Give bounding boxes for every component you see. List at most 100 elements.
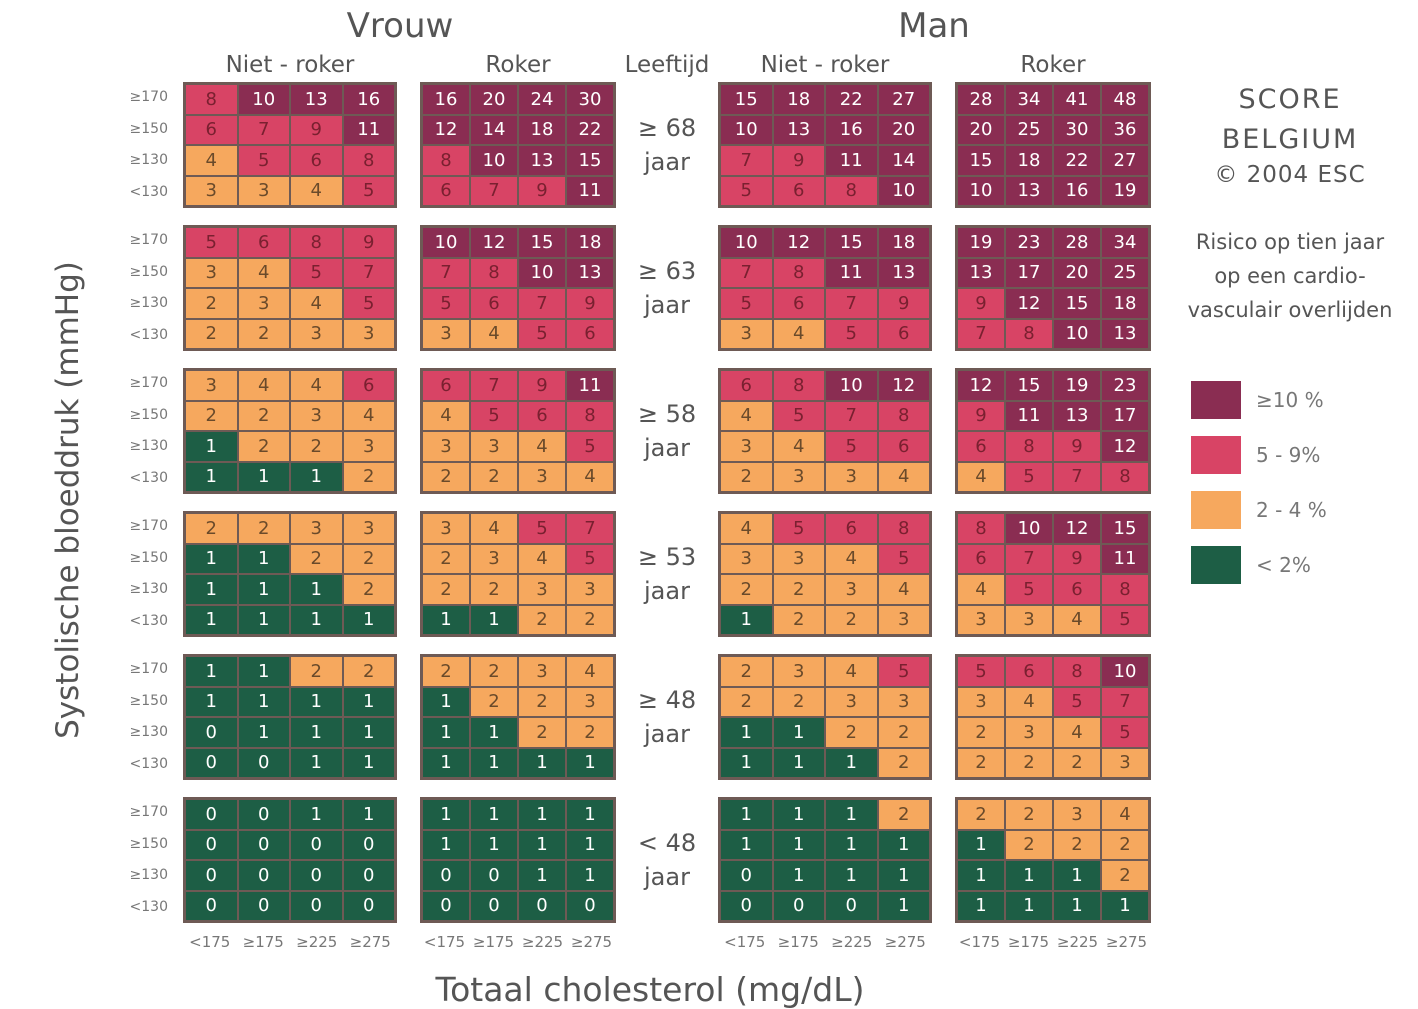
risk-cell: 1 <box>566 747 614 778</box>
risk-cell: 1 <box>720 604 773 635</box>
risk-cell: 24 <box>518 84 566 115</box>
risk-cell: 1 <box>422 829 470 860</box>
risk-cell: 1 <box>957 890 1005 921</box>
risk-cell: 1 <box>342 717 395 748</box>
risk-cell: 1 <box>877 829 930 860</box>
risk-cell: 4 <box>1053 604 1101 635</box>
bp-tick-label: <130 <box>129 898 168 915</box>
cholesterol-tick-label: ≥275 <box>884 933 926 951</box>
risk-cell: 18 <box>877 227 930 258</box>
risk-cell: 1 <box>290 686 343 717</box>
risk-cell: 0 <box>290 890 343 921</box>
risk-cell: 8 <box>1101 574 1149 605</box>
risk-cell: 4 <box>290 175 343 206</box>
risk-cell: 15 <box>1053 288 1101 319</box>
cholesterol-tick-label: ≥225 <box>521 933 564 951</box>
risk-cell: 3 <box>185 175 238 206</box>
risk-cell: 1 <box>566 829 614 860</box>
risk-cell: 3 <box>470 543 518 574</box>
risk-cell: 5 <box>720 288 773 319</box>
risk-cell: 8 <box>422 145 470 176</box>
risk-block: 8 10 13 16 6 7 9 11 4 5 6 8 3 3 4 5 <box>183 82 397 208</box>
risk-cell: 18 <box>566 227 614 258</box>
risk-cell: 6 <box>290 145 343 176</box>
risk-cell: 2 <box>566 604 614 635</box>
risk-cell: 2 <box>422 574 470 605</box>
risk-cell: 10 <box>825 370 878 401</box>
risk-cell: 4 <box>957 574 1005 605</box>
cholesterol-tick-label: <175 <box>958 933 1001 951</box>
risk-cell: 13 <box>1101 318 1149 349</box>
risk-cell: 3 <box>957 604 1005 635</box>
risk-cell: 2 <box>185 400 238 431</box>
risk-cell: 1 <box>470 717 518 748</box>
risk-cell: 0 <box>237 860 290 891</box>
risk-block: 6 7 9 11 4 5 6 8 3 3 4 5 2 2 3 4 <box>420 368 616 494</box>
risk-cell: 1 <box>422 604 470 635</box>
risk-cell: 3 <box>566 574 614 605</box>
risk-cell: 20 <box>957 114 1005 145</box>
risk-cell: 1 <box>237 717 290 748</box>
risk-cell: 48 <box>1101 84 1149 115</box>
risk-cell: 3 <box>470 431 518 462</box>
risk-cell: 13 <box>1053 400 1101 431</box>
risk-cell: 2 <box>566 717 614 748</box>
risk-cell: 1 <box>290 747 343 778</box>
risk-cell: 1 <box>877 890 930 921</box>
bp-tick-label: ≥150 <box>129 406 168 423</box>
risk-cell: 2 <box>290 543 343 574</box>
risk-block: 12 15 19 23 9 11 13 17 6 8 9 12 4 5 7 8 <box>955 368 1151 494</box>
score-country: BELGIUM <box>1221 124 1359 155</box>
risk-cell: 13 <box>772 114 825 145</box>
cholesterol-tick-label: ≥225 <box>296 933 338 951</box>
risk-cell: 1 <box>237 686 290 717</box>
risk-cell: 5 <box>1053 686 1101 717</box>
risk-cell: 4 <box>825 543 878 574</box>
risk-cell: 1 <box>470 799 518 830</box>
risk-block: 5 6 8 10 3 4 5 7 2 3 4 5 2 2 2 3 <box>955 654 1151 780</box>
risk-cell: 1 <box>185 604 238 635</box>
risk-cell: 2 <box>470 574 518 605</box>
risk-cell: 13 <box>566 257 614 288</box>
risk-cell: 11 <box>1005 400 1053 431</box>
bp-tick-label: ≥130 <box>129 867 168 883</box>
risk-cell: 2 <box>1101 860 1149 891</box>
risk-cell: 1 <box>957 860 1005 891</box>
risk-cell: 7 <box>422 257 470 288</box>
risk-cell: 5 <box>290 257 343 288</box>
risk-block: 10 12 15 18 7 8 10 13 5 6 7 9 3 4 5 6 <box>420 225 616 351</box>
risk-cell: 0 <box>470 860 518 891</box>
risk-cell: 0 <box>237 890 290 921</box>
risk-cell: 1 <box>566 860 614 891</box>
risk-cell: 8 <box>1005 431 1053 462</box>
bp-tick-label: ≥170 <box>129 232 168 248</box>
risk-cell: 8 <box>957 513 1005 544</box>
risk-cell: 1 <box>957 829 1005 860</box>
risk-cell: 1 <box>185 461 238 492</box>
risk-cell: 2 <box>772 604 825 635</box>
risk-cell: 4 <box>772 318 825 349</box>
risk-cell: 7 <box>342 257 395 288</box>
risk-cell: 8 <box>470 257 518 288</box>
risk-cell: 8 <box>342 145 395 176</box>
risk-cell: 6 <box>342 370 395 401</box>
risk-cell: 22 <box>1053 145 1101 176</box>
risk-cell: 1 <box>772 829 825 860</box>
score-desc-3: vasculair overlijden <box>1187 298 1393 322</box>
bp-tick-label: ≥130 <box>129 295 168 311</box>
risk-cell: 4 <box>720 513 773 544</box>
risk-cell: 7 <box>957 318 1005 349</box>
risk-cell: 2 <box>342 656 395 687</box>
risk-cell: 28 <box>1053 227 1101 258</box>
bp-tick-label: ≥150 <box>129 835 168 852</box>
risk-cell: 1 <box>1005 890 1053 921</box>
age-group-label: < 48 jaar <box>622 826 712 894</box>
risk-cell: 5 <box>772 513 825 544</box>
age-unit: jaar <box>644 291 690 319</box>
risk-cell: 5 <box>185 227 238 258</box>
risk-cell: 1 <box>720 799 773 830</box>
age-group-label: ≥ 58 jaar <box>622 397 712 465</box>
